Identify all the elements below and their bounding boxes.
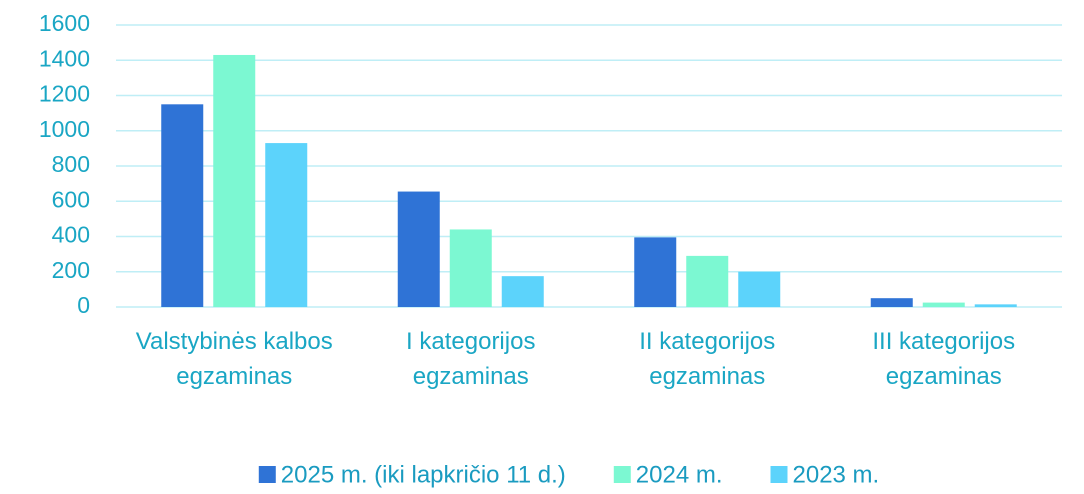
bar (265, 143, 308, 307)
y-tick-label: 600 (52, 186, 90, 212)
y-tick-label: 1400 (39, 45, 90, 71)
x-tick-label: III kategorijos egzaminas (872, 328, 1015, 390)
bar (213, 54, 256, 308)
bar (686, 255, 729, 307)
y-tick-label: 1200 (39, 81, 90, 107)
bar (634, 237, 677, 307)
bar (870, 298, 913, 307)
legend: 2025 m. (iki lapkričio 11 d.) 2024 m. 2023… (258, 461, 880, 488)
legend-swatch (613, 466, 631, 483)
bar (397, 191, 440, 307)
x-tick-label: Valstybinės kalbos egzaminas (136, 328, 333, 390)
legend-swatch (258, 466, 276, 483)
y-tick-label: 1600 (39, 10, 90, 36)
legend-label: 2024 m. (636, 461, 723, 488)
bar (922, 302, 965, 307)
bar (974, 304, 1017, 307)
y-tick-label: 800 (52, 151, 90, 177)
bar (738, 271, 781, 307)
y-tick-label: 400 (52, 222, 90, 248)
legend-label: 2023 m. (793, 461, 880, 488)
y-tick-label: 1000 (39, 116, 90, 142)
x-tick-label: II kategorijos egzaminas (639, 328, 775, 390)
y-tick-label: 0 (77, 292, 90, 318)
bar (161, 104, 204, 307)
bar (449, 229, 492, 307)
legend-label: 2025 m. (iki lapkričio 11 d.) (281, 461, 566, 488)
bar (501, 276, 544, 307)
y-tick-label: 200 (52, 257, 90, 283)
legend-swatch (770, 466, 788, 483)
x-tick-label: I kategorijos egzaminas (406, 328, 535, 390)
